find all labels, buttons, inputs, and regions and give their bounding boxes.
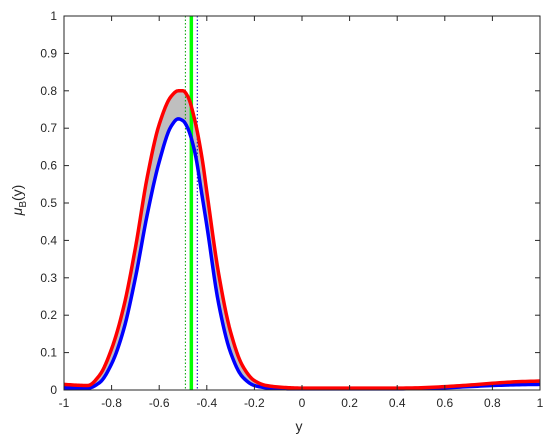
uncertainty-band: [64, 90, 540, 389]
y-axis-label: μB(y): [9, 185, 29, 217]
series-line-upper: [63, 89, 541, 390]
y-tick-label: 0.8: [40, 84, 57, 98]
y-tick-label: 0: [50, 383, 57, 397]
plot-area: [63, 16, 541, 391]
x-tick-label: -1: [59, 396, 70, 410]
axes: -1 -0.8 -0.6 -0.4 -0.2 0 0.2 0.4 0.6 0.8 1 0 0.1 0.2 0…: [40, 9, 543, 410]
x-tick-label: 0.8: [484, 396, 501, 410]
y-tick-label: 1: [50, 9, 57, 23]
y-tick-label: 0.3: [40, 271, 57, 285]
x-tick-label: -0.6: [149, 396, 170, 410]
x-tick-label: 0: [299, 396, 306, 410]
x-tick-label: 0.6: [436, 396, 453, 410]
x-tick-label: 0.2: [341, 396, 358, 410]
y-tick-label: 0.4: [40, 233, 57, 247]
y-tick-label: 0.2: [40, 308, 57, 322]
x-axis-label: y: [296, 418, 303, 434]
x-tick-label: -0.2: [244, 396, 265, 410]
x-tick-label: -0.8: [101, 396, 122, 410]
x-tick-label: 0.4: [389, 396, 406, 410]
y-tick-label: 0.5: [40, 196, 57, 210]
x-tick-label: 1: [537, 396, 544, 410]
y-tick-label: 0.9: [40, 46, 57, 60]
y-tick-label: 0.1: [40, 346, 57, 360]
y-tick-label: 0.6: [40, 159, 57, 173]
y-tick-label: 0.7: [40, 121, 57, 135]
x-tick-label: -0.4: [196, 396, 217, 410]
